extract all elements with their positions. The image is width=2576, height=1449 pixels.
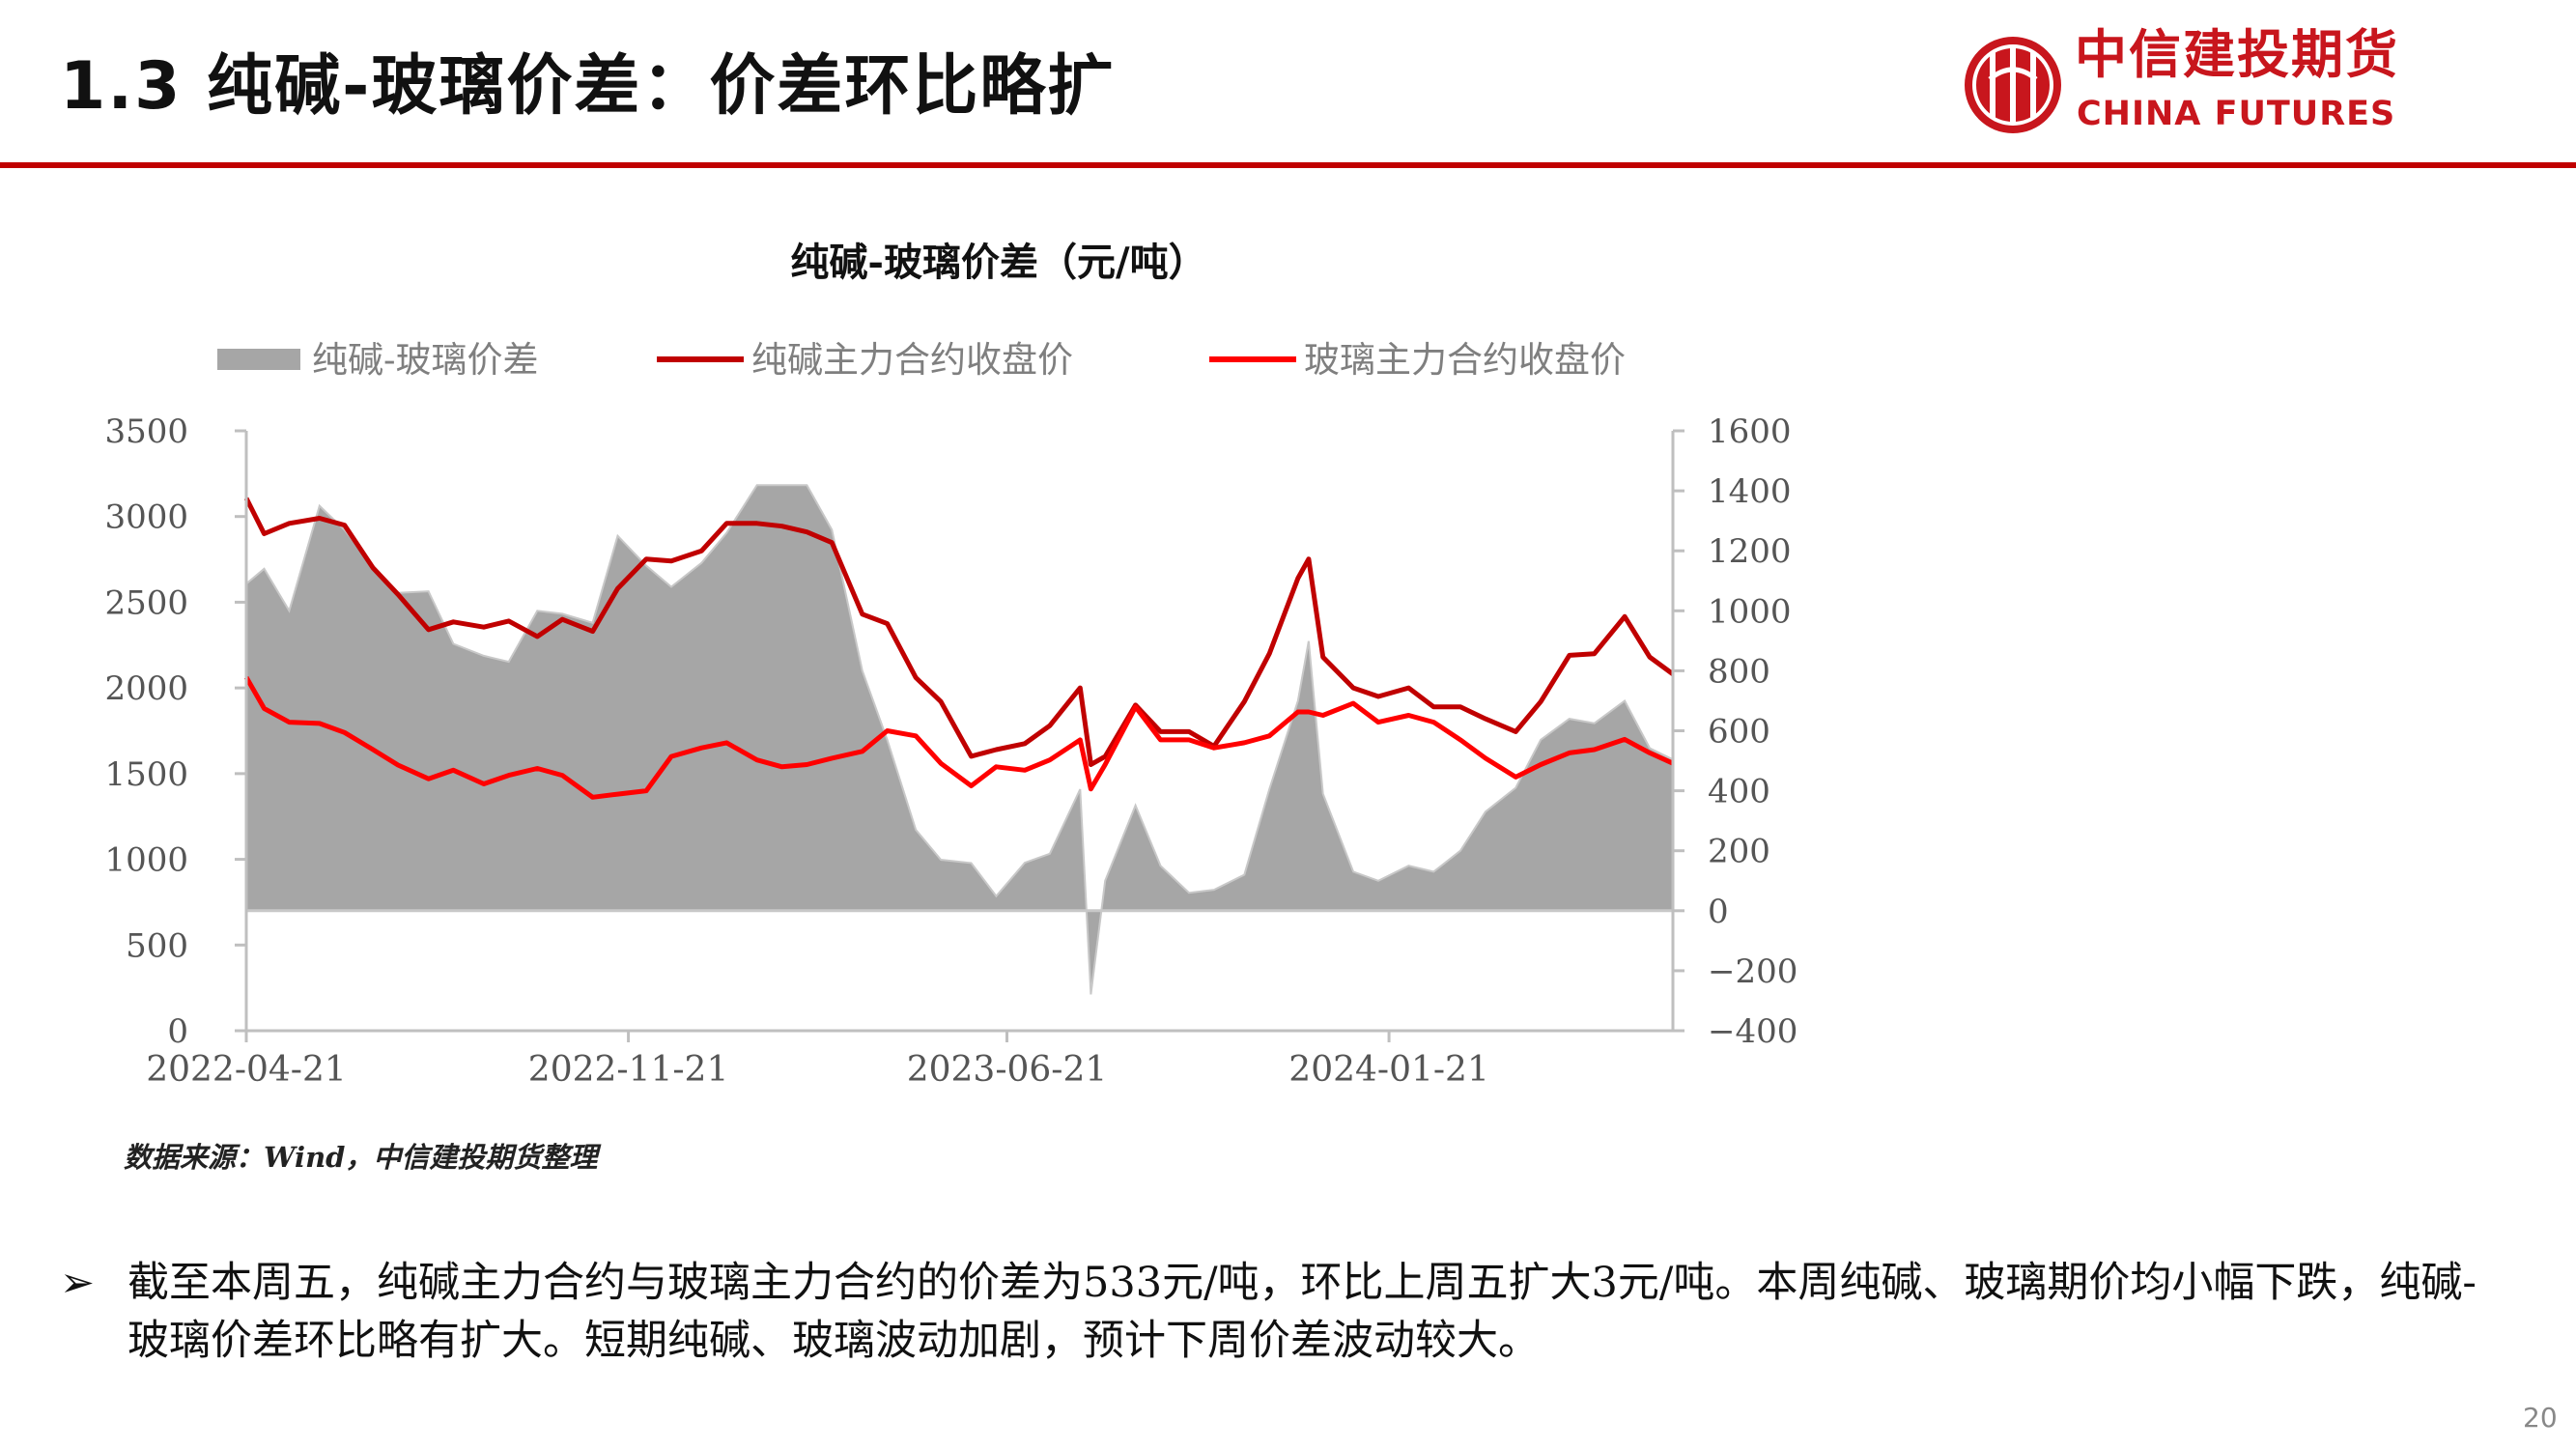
x-tick-label: 2023-06-21 [907,1050,1108,1090]
legend-swatch-line [1209,356,1296,362]
page-title: 1.3 纯碱-玻璃价差：价差环比略扩 [60,48,1116,125]
legend: 纯碱-玻璃价差 纯碱主力合约收盘价 玻璃主力合约收盘价 [217,339,1626,381]
x-tick-label: 2022-11-21 [528,1050,729,1090]
logo-text-cn: 中信建投期货 [2075,24,2399,85]
legend-swatch-line [657,356,744,362]
y-right-tick-label: 1600 [1708,412,1792,451]
page-number: 20 [2523,1402,2558,1434]
logo-text-en: CHINA FUTURES [2077,95,2396,133]
x-tick-label: 2024-01-21 [1288,1050,1489,1090]
chart-title: 纯碱-玻璃价差（元/吨） [790,240,1207,285]
y-right-tick-label: 1200 [1708,532,1792,571]
y-right-tick-label: −200 [1708,952,1798,991]
y-left-tick-label: 3000 [104,498,188,537]
y-left-tick-label: 1000 [104,841,188,880]
y-right-tick-label: −400 [1708,1012,1798,1051]
legend-swatch-spread [217,349,300,370]
y-left-tick-label: 0 [167,1012,188,1051]
y-right-tick-label: 1000 [1708,592,1792,631]
glass-price-line [243,675,1675,800]
y-right-tick-label: 1400 [1708,472,1792,511]
y-left-tick-label: 1500 [104,755,188,794]
y-left-tick-label: 2000 [104,669,188,708]
header-divider [0,162,2576,168]
y-left-tick-label: 3500 [104,412,188,451]
china-futures-logo-icon [1965,37,2061,133]
soda-ash-price-line [243,497,1675,767]
source-note: 数据来源：Wind，中信建投期货整理 [124,1141,598,1174]
y-right-tick-label: 600 [1708,713,1770,752]
y-right-tick-label: 0 [1708,893,1729,931]
legend-label: 纯碱主力合约收盘价 [751,339,1073,381]
y-right-tick-label: 800 [1708,652,1770,691]
summary-bullet: ➢ 截至本周五，纯碱主力合约与玻璃主力合约的价差为533元/吨，环比上周五扩大3… [60,1254,2504,1370]
y-left-tick-label: 500 [126,926,188,965]
y-left-tick-label: 2500 [104,583,188,622]
legend-label: 玻璃主力合约收盘价 [1304,339,1626,381]
arrow-right-icon: ➢ [60,1259,96,1307]
axes-group: 0 500 1000 1500 2000 2500 3000 3500 −400 −200 0 200… [104,412,1798,1090]
legend-label: 纯碱-玻璃价差 [312,339,539,381]
summary-text: 截至本周五，纯碱主力合约与玻璃主力合约的价差为533元/吨，环比上周五扩大3元/… [127,1259,2477,1365]
y-right-tick-label: 400 [1708,773,1770,811]
price-lines-group [243,497,1675,800]
y-right-tick-label: 200 [1708,833,1770,871]
x-tick-label: 2022-04-21 [146,1050,347,1090]
